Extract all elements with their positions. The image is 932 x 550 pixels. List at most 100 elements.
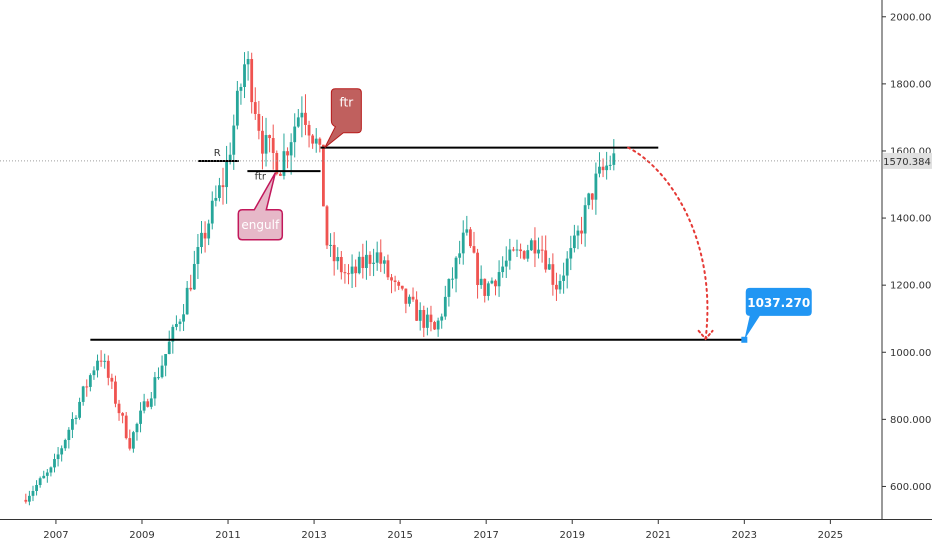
candle-body bbox=[483, 278, 487, 296]
candle-body bbox=[45, 472, 49, 476]
candle-body bbox=[540, 249, 544, 251]
candle-body bbox=[382, 260, 386, 264]
candle-body bbox=[598, 166, 601, 174]
candle-body bbox=[404, 288, 408, 304]
y-tick-label: 1000.000 bbox=[890, 348, 932, 359]
candle-body bbox=[529, 240, 533, 251]
current-price-tag: 1570.384 bbox=[0, 152, 932, 169]
candle-body bbox=[74, 417, 78, 420]
candle-body bbox=[526, 250, 530, 259]
x-tick-label: 2007 bbox=[43, 530, 68, 541]
candle-body bbox=[365, 254, 368, 269]
candle-body bbox=[400, 285, 404, 289]
candle-body bbox=[153, 377, 157, 399]
candle-body bbox=[393, 280, 397, 282]
candle-body bbox=[85, 386, 89, 388]
candle-body bbox=[429, 314, 433, 323]
candle-body bbox=[121, 413, 125, 416]
x-axis-ticks[interactable]: 2007 2009 2011 2013 2015 2017 2019 2021 2023 2025 bbox=[43, 520, 843, 541]
candle-body bbox=[282, 151, 286, 176]
current-price-tag-bg bbox=[883, 152, 932, 169]
y-tick-label: 1200.000 bbox=[890, 281, 932, 292]
candle-body bbox=[547, 264, 551, 270]
candle-body bbox=[361, 256, 365, 269]
candle-body bbox=[257, 113, 261, 131]
candle-body bbox=[131, 432, 135, 449]
candle-body bbox=[375, 252, 379, 263]
candle-body bbox=[590, 193, 594, 200]
candle-body bbox=[114, 381, 117, 404]
candle-body bbox=[504, 260, 508, 267]
y-axis-ticks[interactable]: 600.000 800.000 1000.000 1200.000 1400.000 16… bbox=[882, 12, 932, 493]
candle-body bbox=[164, 354, 168, 366]
candle-body bbox=[572, 235, 576, 249]
candle-body bbox=[569, 248, 573, 259]
y-tick-label: 2000.000 bbox=[890, 12, 932, 23]
candle-body bbox=[329, 244, 332, 246]
candle-body bbox=[63, 440, 67, 449]
candle-body bbox=[461, 232, 465, 254]
candle-body bbox=[537, 249, 540, 254]
x-tick-label: 2023 bbox=[732, 530, 757, 541]
candle-body bbox=[139, 410, 142, 424]
candle-body bbox=[515, 249, 519, 251]
candle-body bbox=[210, 200, 214, 224]
candle-body bbox=[347, 273, 350, 275]
candle-body bbox=[239, 87, 243, 91]
candle-body bbox=[149, 398, 153, 407]
candle-body bbox=[110, 377, 114, 382]
candle-body bbox=[200, 232, 203, 248]
candle-body bbox=[357, 256, 361, 274]
candle-body bbox=[476, 252, 479, 286]
candle-body bbox=[142, 401, 146, 411]
candle-body bbox=[436, 320, 440, 330]
candle-body bbox=[422, 309, 426, 328]
candle-body bbox=[218, 185, 221, 198]
candle-body bbox=[390, 277, 393, 281]
candle-body bbox=[576, 230, 580, 236]
candle-body bbox=[38, 478, 42, 486]
candle-body bbox=[314, 138, 318, 144]
candle-body bbox=[433, 322, 436, 330]
candle-body bbox=[555, 284, 558, 290]
candle-body bbox=[135, 423, 139, 433]
x-tick-label: 2015 bbox=[387, 530, 412, 541]
candle-body bbox=[53, 459, 56, 468]
projection-curve bbox=[627, 146, 709, 340]
candle-body bbox=[203, 232, 207, 239]
candle-body bbox=[175, 323, 178, 327]
candle-body bbox=[580, 230, 583, 234]
candle-body bbox=[60, 448, 64, 455]
candle-body bbox=[325, 206, 329, 246]
candle-body bbox=[339, 256, 343, 273]
candle-body bbox=[469, 229, 472, 247]
candle-body bbox=[583, 205, 587, 234]
candle-body bbox=[318, 138, 322, 145]
candle-body bbox=[605, 165, 609, 171]
candles-group bbox=[24, 51, 616, 506]
current-price-label: 1570.384 bbox=[883, 157, 931, 168]
candle-body bbox=[558, 280, 562, 290]
candle-body bbox=[189, 287, 193, 290]
candle-body bbox=[35, 485, 38, 491]
x-tick-label: 2013 bbox=[301, 530, 326, 541]
candle-body bbox=[322, 144, 325, 207]
candle-body bbox=[512, 249, 515, 251]
candle-body bbox=[343, 272, 347, 274]
candle-body bbox=[336, 256, 340, 262]
candle-body bbox=[31, 490, 35, 496]
y-tick-label: 1600.000 bbox=[890, 146, 932, 157]
candle-body bbox=[451, 278, 454, 280]
candle-body bbox=[562, 275, 566, 281]
candle-body bbox=[185, 287, 189, 315]
candle-body bbox=[594, 173, 598, 200]
ftr-callout-text: ftr bbox=[340, 96, 354, 110]
candle-body bbox=[522, 251, 526, 259]
candle-body bbox=[501, 266, 505, 273]
candle-body bbox=[304, 112, 307, 125]
y-tick-label: 1800.000 bbox=[890, 79, 932, 90]
candle-body bbox=[278, 173, 282, 176]
candle-body bbox=[490, 280, 494, 284]
candle-body bbox=[425, 314, 429, 328]
